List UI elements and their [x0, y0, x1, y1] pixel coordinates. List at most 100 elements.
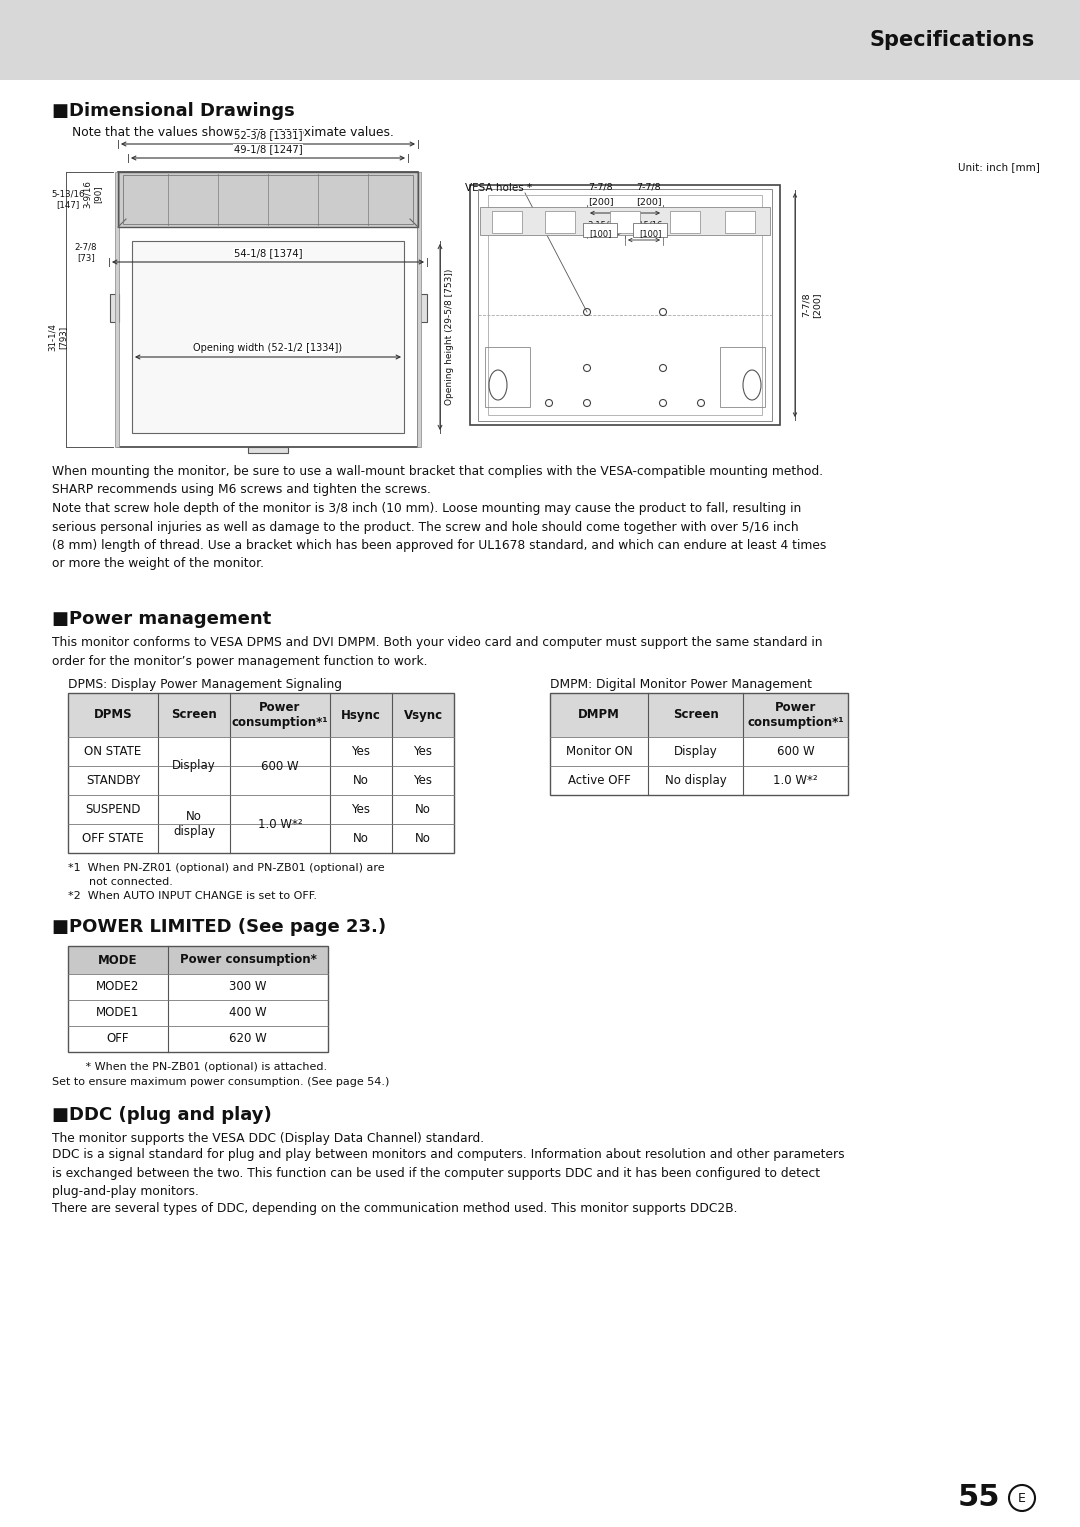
Text: When mounting the monitor, be sure to use a wall-mount bracket that complies wit: When mounting the monitor, be sure to us…	[52, 466, 826, 571]
Text: Screen: Screen	[171, 709, 217, 721]
Text: Opening width (52-1/2 [1334]): Opening width (52-1/2 [1334])	[193, 344, 342, 353]
Text: 600 W: 600 W	[777, 745, 814, 757]
Text: 3-9/16
[90]: 3-9/16 [90]	[82, 180, 102, 209]
Text: No: No	[415, 832, 431, 844]
Text: [200]: [200]	[589, 197, 613, 206]
Text: *2  When AUTO INPUT CHANGE is set to OFF.: *2 When AUTO INPUT CHANGE is set to OFF.	[68, 890, 318, 901]
Bar	[633, 223, 667, 237]
Text: E: E	[1018, 1492, 1026, 1504]
Bar	[68, 693, 454, 854]
Text: ■POWER LIMITED (See page 23.): ■POWER LIMITED (See page 23.)	[52, 918, 387, 936]
Text: 3-15/16: 3-15/16	[630, 220, 662, 229]
Bar	[114, 173, 119, 447]
Text: ■Dimensional Drawings: ■Dimensional Drawings	[52, 102, 295, 121]
Text: DMPM: DMPM	[578, 709, 620, 721]
Text: Opening height (29-5/8 [753]): Opening height (29-5/8 [753])	[446, 269, 455, 405]
Text: 55: 55	[958, 1484, 1000, 1513]
Text: 600 W: 600 W	[261, 759, 299, 773]
Text: Unit: inch [mm]: Unit: inch [mm]	[958, 162, 1040, 173]
Text: 620 W: 620 W	[229, 1032, 267, 1046]
Bar	[478, 189, 772, 421]
Text: 5-13/16
[147]: 5-13/16 [147]	[51, 189, 84, 209]
Text: 7-7/8: 7-7/8	[589, 183, 613, 192]
Bar	[118, 173, 418, 447]
Text: SUSPEND: SUSPEND	[85, 803, 140, 815]
Bar	[670, 211, 700, 234]
Text: DMPM: Digital Monitor Power Management: DMPM: Digital Monitor Power Management	[550, 678, 812, 692]
Text: Specifications: Specifications	[869, 31, 1035, 50]
Text: Note that the values shown are approximate values.: Note that the values shown are approxima…	[72, 127, 394, 139]
Text: 1.0 W*²: 1.0 W*²	[258, 817, 302, 831]
Text: No: No	[353, 774, 369, 786]
Text: Set to ensure maximum power consumption. (See page 54.): Set to ensure maximum power consumption.…	[52, 1077, 390, 1087]
Bar	[68, 947, 328, 974]
Bar	[480, 208, 770, 235]
Text: Active OFF: Active OFF	[568, 774, 631, 786]
Text: MODE1: MODE1	[96, 1006, 139, 1020]
Text: No display: No display	[664, 774, 727, 786]
Text: Yes: Yes	[414, 774, 432, 786]
Text: OFF: OFF	[107, 1032, 130, 1046]
Bar	[550, 693, 848, 738]
Text: ON STATE: ON STATE	[84, 745, 141, 757]
Bar	[485, 347, 530, 408]
Bar	[118, 173, 418, 228]
Text: Monitor ON: Monitor ON	[566, 745, 633, 757]
Text: 3-15/16: 3-15/16	[588, 220, 620, 229]
Text: 2-7/8
[73]: 2-7/8 [73]	[75, 243, 97, 261]
Bar	[68, 947, 328, 1052]
Bar	[720, 347, 765, 408]
Bar	[418, 295, 427, 322]
Bar	[110, 295, 119, 322]
Text: DPMS: DPMS	[94, 709, 133, 721]
Bar	[123, 176, 413, 224]
Text: No
display: No display	[173, 809, 215, 838]
Text: Hsync: Hsync	[341, 709, 381, 721]
Text: OFF STATE: OFF STATE	[82, 832, 144, 844]
Bar	[550, 693, 848, 796]
Text: Power
consumption*¹: Power consumption*¹	[747, 701, 843, 728]
Bar	[488, 195, 762, 415]
Bar	[118, 173, 418, 228]
Text: Yes: Yes	[351, 803, 370, 815]
Bar	[68, 693, 454, 738]
Text: No: No	[415, 803, 431, 815]
Text: 7-7/8
[200]: 7-7/8 [200]	[802, 292, 822, 318]
Text: 31-1/4
[793]: 31-1/4 [793]	[49, 324, 68, 351]
Text: There are several types of DDC, depending on the communication method used. This: There are several types of DDC, dependin…	[52, 1202, 738, 1215]
Text: Display: Display	[674, 745, 717, 757]
Text: MODE: MODE	[98, 953, 138, 967]
Text: 54-1/8 [1374]: 54-1/8 [1374]	[233, 247, 302, 258]
Text: STANDBY: STANDBY	[86, 774, 140, 786]
Text: VESA holes *: VESA holes *	[465, 183, 532, 192]
Text: DDC is a signal standard for plug and play between monitors and computers. Infor: DDC is a signal standard for plug and pl…	[52, 1148, 845, 1199]
Bar	[248, 447, 288, 454]
Text: Yes: Yes	[414, 745, 432, 757]
Text: 52-3/8 [1331]: 52-3/8 [1331]	[233, 130, 302, 140]
Text: 49-1/8 [1247]: 49-1/8 [1247]	[233, 144, 302, 154]
Text: The monitor supports the VESA DDC (Display Data Channel) standard.: The monitor supports the VESA DDC (Displ…	[52, 1132, 484, 1145]
Text: This monitor conforms to VESA DPMS and DVI DMPM. Both your video card and comput: This monitor conforms to VESA DPMS and D…	[52, 637, 823, 667]
Bar	[68, 947, 328, 1052]
Bar	[550, 693, 848, 796]
Text: Yes: Yes	[351, 745, 370, 757]
Text: * When the PN-ZB01 (optional) is attached.: * When the PN-ZB01 (optional) is attache…	[75, 1061, 327, 1072]
Text: ■Power management: ■Power management	[52, 609, 271, 628]
Text: [100]: [100]	[638, 229, 661, 238]
Bar	[470, 185, 780, 425]
Bar	[0, 0, 1080, 79]
Ellipse shape	[489, 370, 507, 400]
Bar	[68, 693, 454, 854]
Text: 1.0 W*²: 1.0 W*²	[773, 774, 818, 786]
Text: 7-7/8: 7-7/8	[637, 183, 661, 192]
Text: *1  When PN-ZR01 (optional) and PN-ZB01 (optional) are
      not connected.: *1 When PN-ZR01 (optional) and PN-ZB01 (…	[68, 863, 384, 887]
Bar	[417, 173, 421, 447]
Bar	[545, 211, 575, 234]
Text: MODE2: MODE2	[96, 980, 139, 994]
Bar	[610, 211, 640, 234]
Ellipse shape	[743, 370, 761, 400]
Text: Power consumption*: Power consumption*	[179, 953, 316, 967]
Text: 400 W: 400 W	[229, 1006, 267, 1020]
Text: [200]: [200]	[636, 197, 662, 206]
Text: [100]: [100]	[589, 229, 611, 238]
